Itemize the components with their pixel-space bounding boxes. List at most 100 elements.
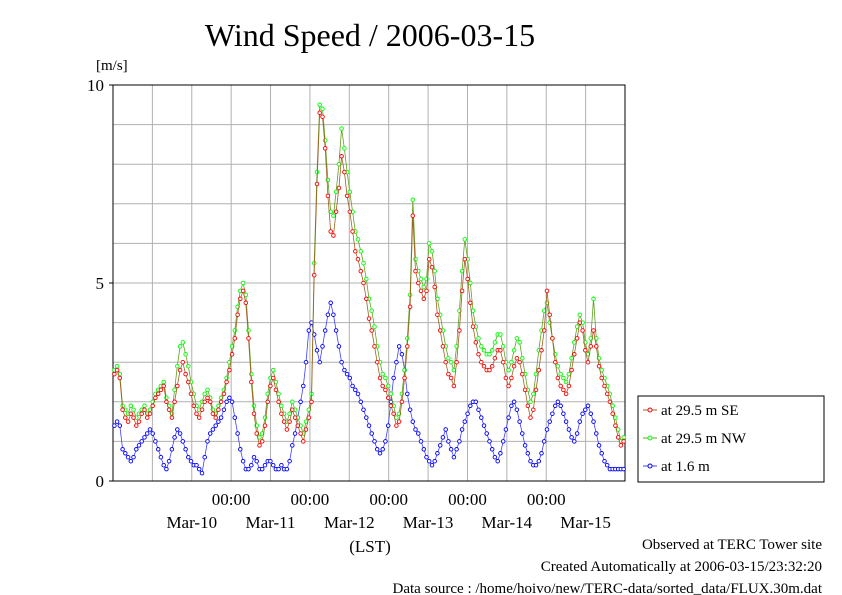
series-point-1 xyxy=(476,352,481,357)
series-point-2 xyxy=(432,268,437,274)
series-point-3 xyxy=(306,328,312,333)
series-point-1 xyxy=(465,276,470,282)
series-point-1 xyxy=(166,407,172,412)
series-point-1 xyxy=(550,336,555,341)
series-point-2 xyxy=(591,296,596,302)
series-point-1 xyxy=(470,324,476,329)
series-point-1 xyxy=(547,312,552,317)
series-point-3 xyxy=(416,431,421,436)
series-point-2 xyxy=(506,367,511,373)
series-point-1 xyxy=(514,355,520,361)
series-point-3 xyxy=(331,312,336,317)
series-point-3 xyxy=(451,454,457,460)
series-point-2 xyxy=(270,367,276,373)
series-point-1 xyxy=(522,387,528,393)
series-point-1 xyxy=(306,415,312,420)
legend-marker xyxy=(647,463,653,469)
series-point-2 xyxy=(462,237,468,242)
series-point-3 xyxy=(276,466,281,472)
series-point-3 xyxy=(492,454,498,460)
legend-marker xyxy=(647,435,653,441)
series-point-2 xyxy=(358,249,364,254)
series-point-2 xyxy=(577,312,583,317)
series-point-1 xyxy=(117,375,123,381)
series-point-2 xyxy=(487,352,492,357)
series-point-3 xyxy=(520,431,525,436)
series-point-1 xyxy=(473,340,479,345)
series-point-1 xyxy=(281,419,287,424)
series-point-1 xyxy=(262,423,268,428)
series-point-3 xyxy=(240,458,246,464)
series-point-2 xyxy=(621,435,626,440)
series-point-3 xyxy=(254,458,259,464)
series-point-1 xyxy=(249,379,254,385)
series-point-1 xyxy=(213,415,218,420)
series-point-1 xyxy=(531,407,536,412)
series-point-1 xyxy=(186,379,191,385)
series-point-1 xyxy=(169,415,175,420)
series-point-3 xyxy=(153,439,158,444)
chart-title: Wind Speed / 2006-03-15 xyxy=(205,17,535,53)
series-point-1 xyxy=(246,336,251,341)
series-point-3 xyxy=(580,411,585,416)
series-point-2 xyxy=(317,102,322,108)
legend: at 29.5 m SE at 29.5 m NW at 1.6 m xyxy=(637,395,825,483)
series-point-1 xyxy=(569,367,574,373)
series-point-3 xyxy=(426,458,432,464)
series-point-3 xyxy=(142,435,147,440)
series-point-3 xyxy=(563,419,569,424)
series-point-2 xyxy=(290,399,295,405)
x-tick-date-label: Mar-13 xyxy=(403,513,454,532)
legend-label: at 1.6 m xyxy=(661,459,710,475)
series-point-1 xyxy=(221,391,227,397)
series-point-1 xyxy=(468,300,473,306)
series-point-1 xyxy=(172,399,177,405)
series-point-1 xyxy=(227,367,232,373)
series-point-3 xyxy=(418,439,424,444)
series-point-3 xyxy=(541,439,547,444)
series-point-2 xyxy=(569,355,574,361)
series-point-3 xyxy=(238,447,243,452)
series-point-3 xyxy=(358,399,364,405)
series-point-3 xyxy=(533,462,539,468)
series-point-3 xyxy=(270,462,276,468)
series-point-3 xyxy=(235,431,240,436)
series-point-1 xyxy=(309,399,314,405)
series-point-3 xyxy=(328,300,333,306)
series-point-1 xyxy=(311,272,317,278)
series-point-2 xyxy=(246,328,251,333)
series-point-1 xyxy=(147,411,153,416)
series-point-3 xyxy=(432,458,437,464)
footer-created: Created Automatically at 2006-03-15/23:3… xyxy=(541,559,822,575)
x-axis-title: (LST) xyxy=(349,537,391,556)
series-point-1 xyxy=(563,391,569,397)
series-point-1 xyxy=(446,371,451,377)
series-point-1 xyxy=(454,359,459,365)
series-point-3 xyxy=(539,451,544,456)
series-point-1 xyxy=(413,268,418,274)
series-point-1 xyxy=(358,268,364,274)
legend-marker xyxy=(647,407,653,413)
x-tick-date-label: Mar-11 xyxy=(246,513,296,532)
series-point-2 xyxy=(572,340,577,345)
series-point-3 xyxy=(284,466,290,472)
series-point-3 xyxy=(561,411,566,416)
series-point-2 xyxy=(448,359,454,365)
series-point-1 xyxy=(279,411,284,416)
series-point-2 xyxy=(183,352,188,357)
series-point-3 xyxy=(413,427,418,432)
series-point-1 xyxy=(123,415,128,420)
series-point-3 xyxy=(194,462,199,468)
series-point-3 xyxy=(544,427,550,432)
series-point-1 xyxy=(153,395,158,401)
series-point-3 xyxy=(336,344,342,349)
series-point-3 xyxy=(196,466,202,472)
series-point-3 xyxy=(161,462,166,468)
y-tick-label: 10 xyxy=(87,76,104,95)
series-point-3 xyxy=(509,403,514,409)
series-point-3 xyxy=(251,454,257,460)
series-point-1 xyxy=(224,379,229,385)
series-point-3 xyxy=(166,458,172,464)
series-point-3 xyxy=(180,439,186,444)
series-point-1 xyxy=(364,296,369,302)
